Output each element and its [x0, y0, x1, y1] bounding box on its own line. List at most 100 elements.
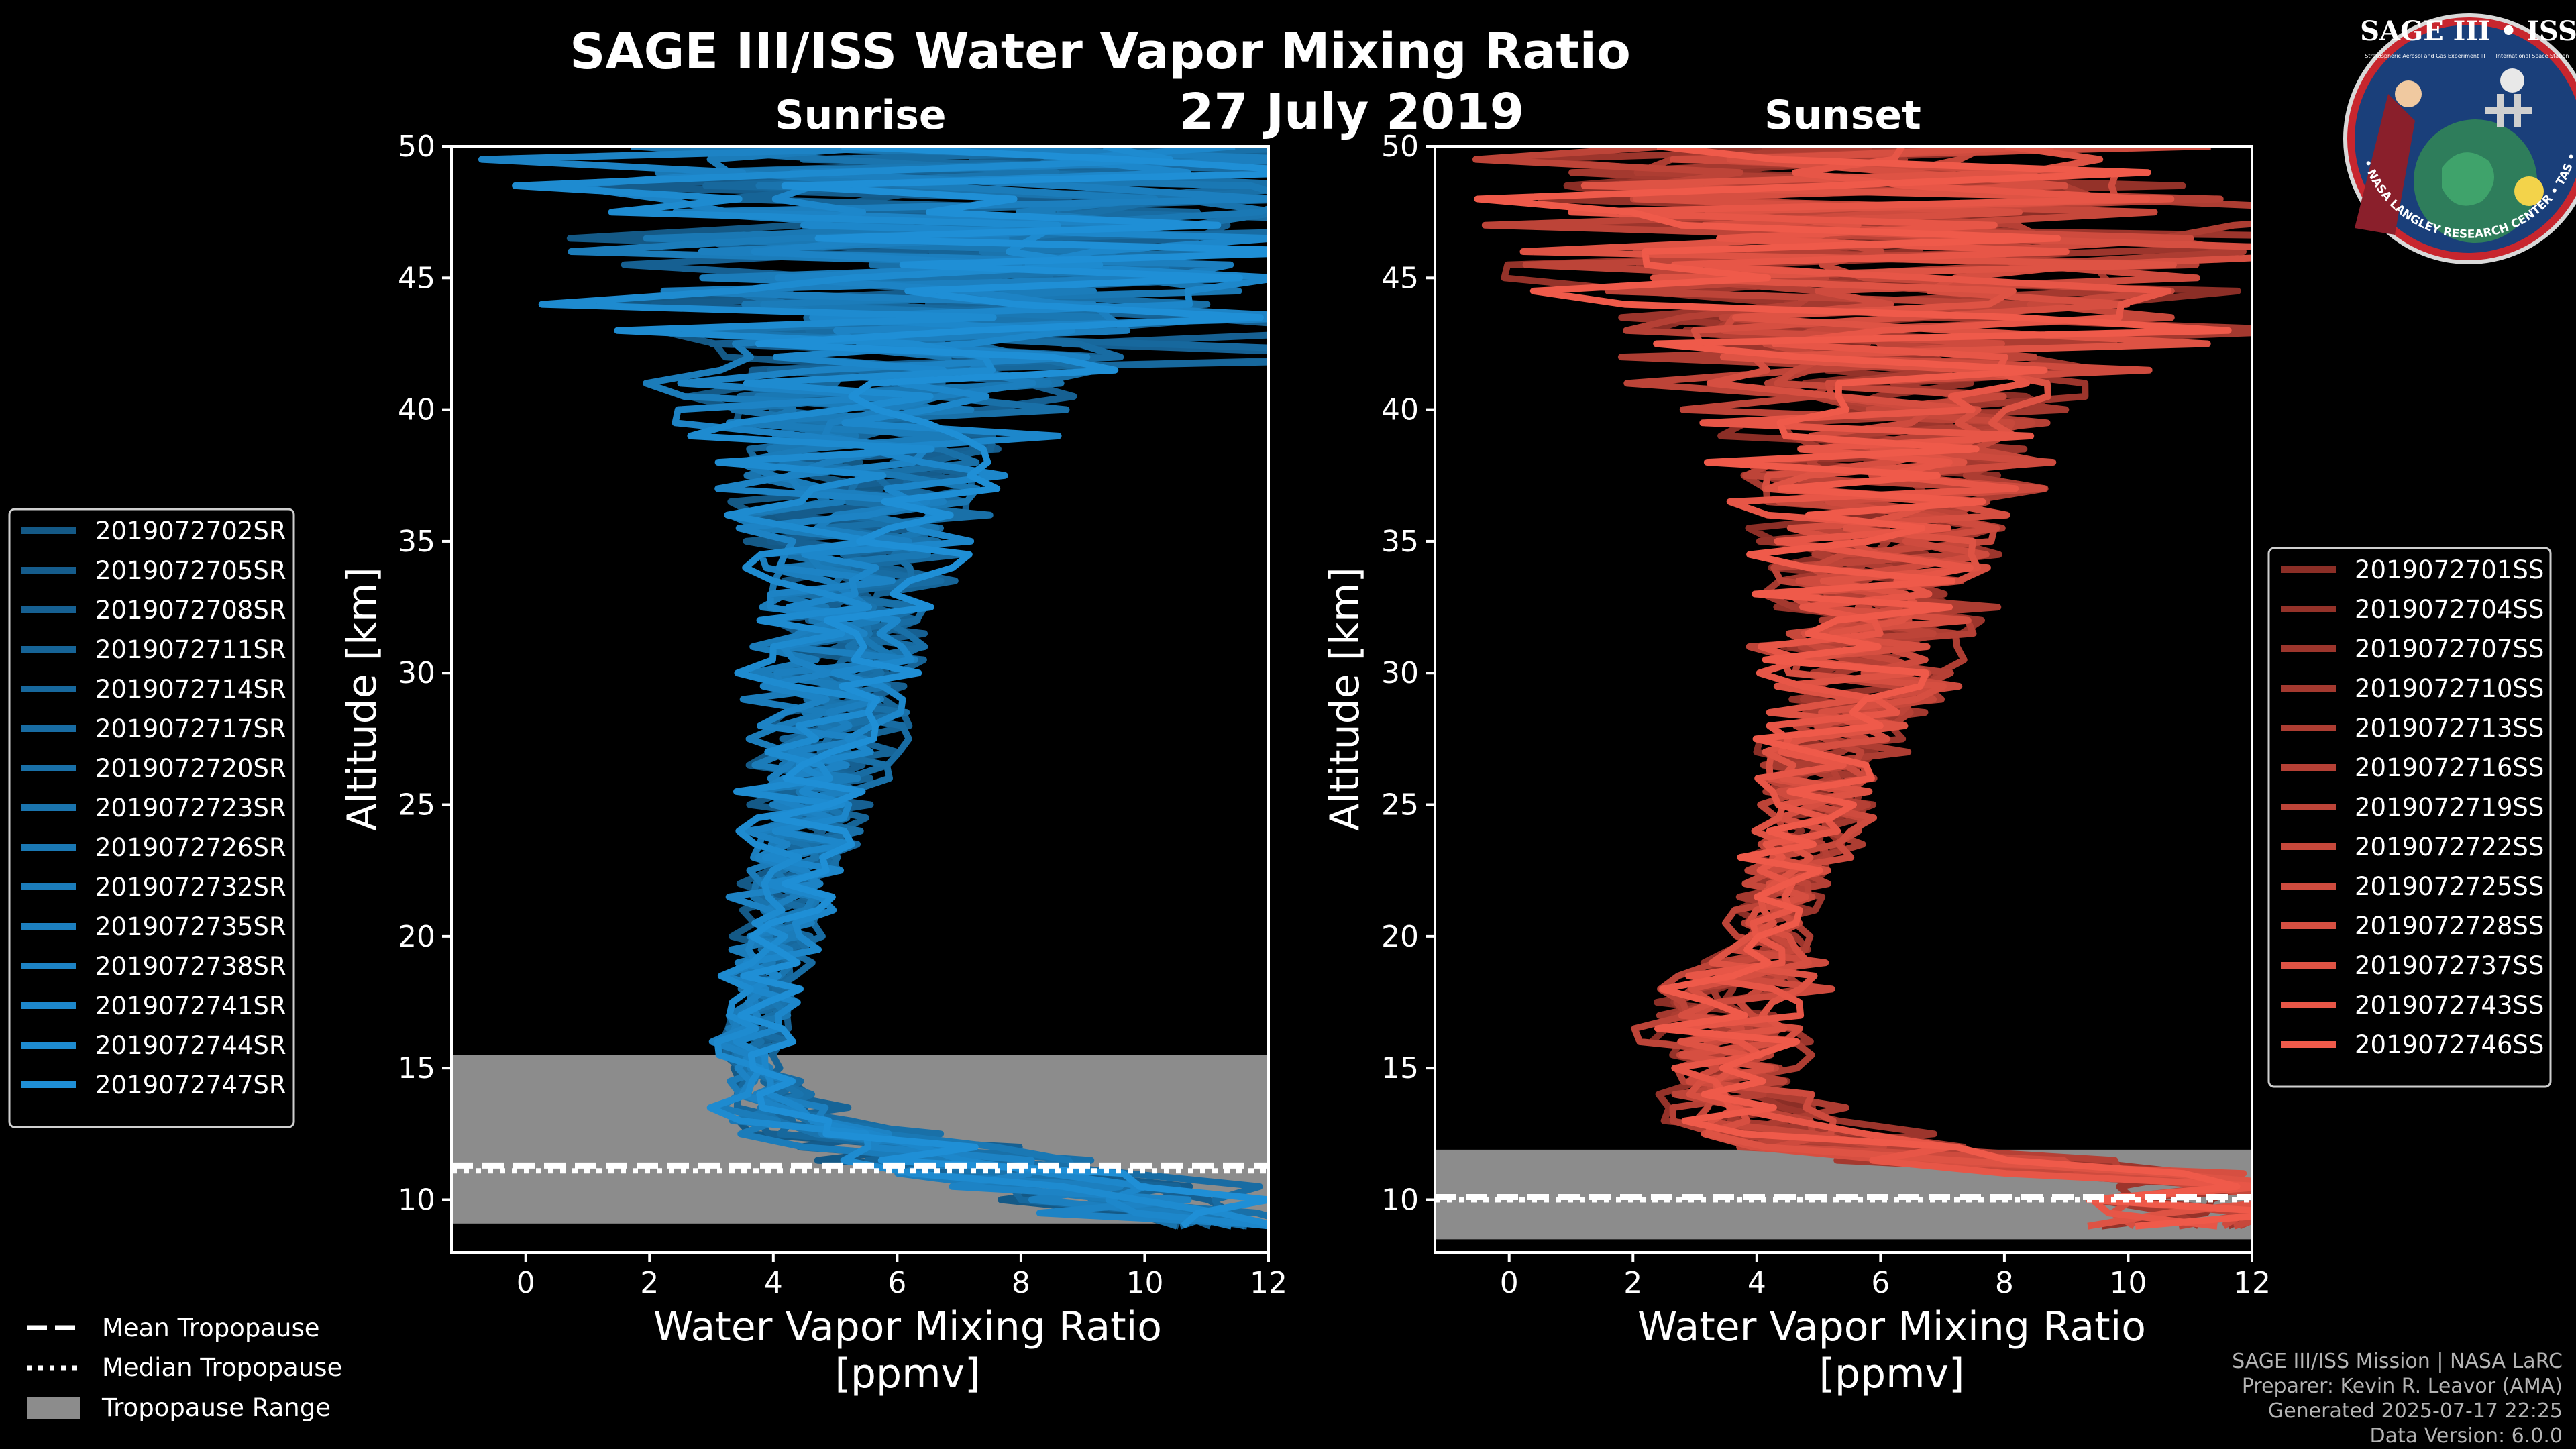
sunset-x-tick-label: 12	[2233, 1266, 2271, 1300]
sunrise-y-tick-label: 15	[398, 1051, 435, 1085]
sunset-legend-label: 2019072701SS	[2355, 555, 2544, 584]
sunrise-legend-label: 2019072732SR	[95, 873, 286, 902]
sunrise-legend-label: 2019072747SR	[95, 1071, 286, 1099]
sunset-y-tick-label: 30	[1381, 656, 1419, 690]
sunrise-legend-label: 2019072708SR	[95, 596, 286, 625]
sunset-y-tick-label: 45	[1381, 261, 1419, 295]
sunrise-legend-label: 2019072726SR	[95, 833, 286, 862]
sunrise-legend-label: 2019072744SR	[95, 1031, 286, 1060]
sunset-legend-label: 2019072746SS	[2355, 1030, 2544, 1059]
sunrise-y-tick-label: 50	[398, 129, 435, 164]
logo-moon-icon	[2500, 68, 2524, 93]
sunrise-y-tick-label: 10	[398, 1183, 435, 1217]
sunrise-y-axis-label: Altitude [km]	[339, 567, 386, 831]
sunrise-legend-label: 2019072723SR	[95, 794, 286, 822]
sunrise-x-tick-label: 2	[640, 1266, 659, 1300]
sunset-x-tick-label: 8	[1995, 1266, 2014, 1300]
sunrise-y-tick-label: 25	[398, 788, 435, 822]
panel-title-sunset: Sunset	[1764, 92, 1921, 139]
credit-preparer: Preparer: Kevin R. Leavor (AMA)	[2242, 1375, 2563, 1398]
credit-version: Data Version: 6.0.0	[2370, 1424, 2563, 1448]
sunset-x-tick-label: 4	[1748, 1266, 1766, 1300]
logo-iss-icon	[2485, 107, 2532, 114]
logo-figure-icon	[2355, 94, 2415, 235]
panel-title-sunrise: Sunrise	[775, 92, 946, 139]
sunset-legend-frame	[2267, 547, 2552, 1088]
sunrise-legend-frame	[8, 508, 295, 1128]
sunset-legend-label: 2019072704SS	[2355, 595, 2544, 624]
logo-title: SAGE III • ISS	[2360, 15, 2576, 47]
sunrise-legend-label: 2019072738SR	[95, 952, 286, 981]
median-tropopause-label: Median Tropopause	[102, 1353, 342, 1382]
sunset-x-tick-label: 0	[1500, 1266, 1519, 1300]
sunset-legend-label: 2019072722SS	[2355, 833, 2544, 861]
sunset-x-tick-label: 2	[1623, 1266, 1642, 1300]
sunset-legend-label: 2019072710SS	[2355, 674, 2544, 703]
sunrise-legend-label: 2019072711SR	[95, 635, 286, 664]
sunrise-x-tick-label: 10	[1126, 1266, 1163, 1300]
sunset-y-tick-label: 15	[1381, 1051, 1419, 1085]
sunrise-panel: 0 2 4 6 8 10 12 10 15 20 25 30 35 40 45 50	[398, 129, 1287, 1300]
credits: SAGE III/ISS Mission | NASA LaRC Prepare…	[2232, 1350, 2563, 1448]
credit-generated: Generated 2025-07-17 22:25	[2268, 1399, 2563, 1423]
sunset-legend-label: 2019072737SS	[2355, 951, 2544, 980]
sunset-y-tick-label: 20	[1381, 920, 1419, 954]
sunset-profile-2019072746SS	[1474, 146, 2252, 1230]
sunrise-legend-label: 2019072735SR	[95, 912, 286, 941]
sunset-y-tick-label: 10	[1381, 1183, 1419, 1217]
sunset-y-tick-label: 50	[1381, 129, 1419, 164]
sunset-x-axis-label-line2: [ppmv]	[1819, 1350, 1965, 1397]
sunrise-x-tick-label: 6	[888, 1266, 906, 1300]
sunrise-legend-label: 2019072717SR	[95, 714, 286, 743]
sunset-legend-label: 2019072728SS	[2355, 912, 2544, 941]
sunrise-legend-label: 2019072714SR	[95, 675, 286, 704]
sunrise-y-tick-label: 20	[398, 920, 435, 954]
sunset-legend-label: 2019072713SS	[2355, 714, 2544, 743]
sunrise-x-tick-label: 4	[764, 1266, 783, 1300]
sunset-profile-2019072743SS	[1568, 146, 2252, 1230]
sunset-profile-2019072737SS	[1519, 146, 2252, 1230]
sunrise-profile-2019072747SR	[737, 146, 1269, 1229]
sunrise-legend: 2019072702SR 2019072705SR 2019072708SR 2019…	[8, 508, 295, 1128]
sunset-legend-label: 2019072743SS	[2355, 991, 2544, 1020]
figure-title: SAGE III/ISS Water Vapor Mixing Ratio	[570, 23, 1631, 80]
sunset-y-tick-label: 35	[1381, 525, 1419, 559]
sunrise-y-tick-label: 40	[398, 393, 435, 427]
sunset-legend-label: 2019072719SS	[2355, 793, 2544, 822]
sunset-legend: 2019072701SS 2019072704SS 2019072707SS 2019…	[2267, 547, 2552, 1088]
sunset-legend-label: 2019072716SS	[2355, 753, 2544, 782]
sunrise-profile-2019072744SR	[512, 146, 1269, 1228]
sunrise-profile-2019072741SR	[733, 146, 1269, 1230]
sunrise-y-tick-label: 45	[398, 261, 435, 295]
logo-subtitle-left: Stratospheric Aerosol and Gas Experiment…	[2365, 53, 2485, 59]
sunset-panel: 0 2 4 6 8 10 12 10 15 20 25 30 35 40 45 50	[1381, 129, 2271, 1300]
sunrise-legend-label: 2019072720SR	[95, 754, 286, 783]
tropopause-legend: Mean Tropopause Median Tropopause Tropop…	[27, 1313, 342, 1422]
sunrise-legend-label: 2019072741SR	[95, 991, 286, 1020]
sunset-axes-frame	[1434, 145, 2253, 1254]
sunset-x-axis-label-line1: Water Vapor Mixing Ratio	[1638, 1303, 2146, 1350]
sunrise-x-axis-label-line1: Water Vapor Mixing Ratio	[653, 1303, 1162, 1350]
sunset-legend-label: 2019072725SS	[2355, 872, 2544, 901]
sunrise-x-tick-label: 12	[1250, 1266, 1287, 1300]
sunrise-y-tick-label: 35	[398, 525, 435, 559]
figure-date: 27 July 2019	[1179, 83, 1524, 141]
credit-mission: SAGE III/ISS Mission | NASA LaRC	[2232, 1350, 2563, 1373]
sunset-y-tick-label: 40	[1381, 393, 1419, 427]
sunset-y-tick-label: 25	[1381, 788, 1419, 822]
logo-subtitle-right: International Space Station	[2496, 53, 2569, 59]
sunset-x-tick-label: 6	[1871, 1266, 1890, 1300]
sunset-legend-label: 2019072707SS	[2355, 635, 2544, 663]
sunrise-axes-frame	[450, 145, 1270, 1254]
sunset-y-axis-label: Altitude [km]	[1322, 567, 1368, 831]
logo-sun-icon	[2514, 176, 2544, 206]
sunrise-y-tick-label: 30	[398, 656, 435, 690]
sunrise-x-tick-label: 8	[1012, 1266, 1030, 1300]
tropopause-range-swatch	[27, 1397, 80, 1419]
mean-tropopause-label: Mean Tropopause	[102, 1313, 320, 1342]
sunrise-x-tick-label: 0	[517, 1266, 535, 1300]
sunset-x-tick-label: 10	[2109, 1266, 2147, 1300]
sunrise-legend-label: 2019072705SR	[95, 556, 286, 585]
sunrise-legend-label: 2019072702SR	[95, 517, 286, 545]
